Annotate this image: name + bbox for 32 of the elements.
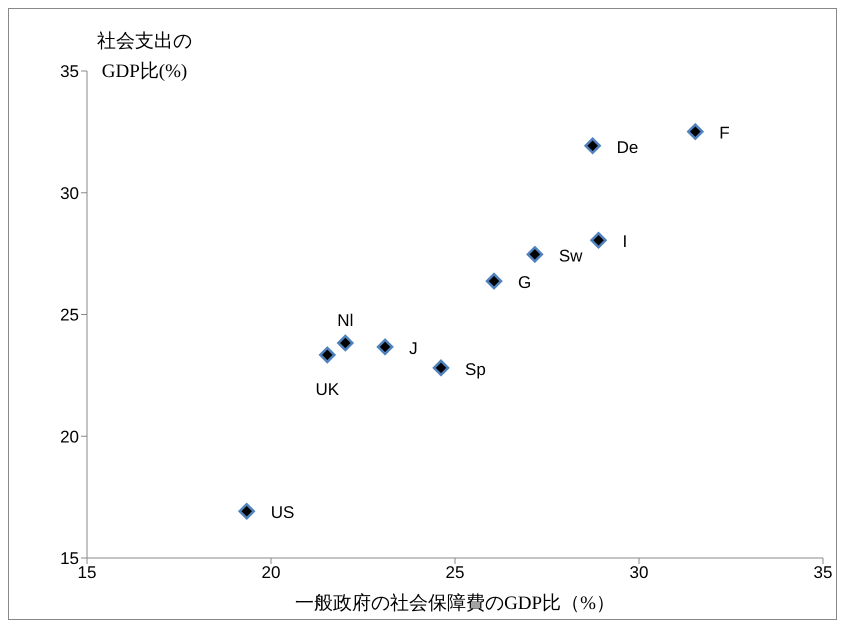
point: [584, 138, 601, 154]
annotation: Sw: [558, 246, 584, 266]
annotation: Sp: [465, 360, 486, 379]
y-tick-label: 30: [60, 184, 79, 203]
point: [687, 123, 704, 140]
y-axis-title: 社会支出の GDP比(%): [97, 30, 192, 84]
annotation: Nl: [337, 310, 354, 330]
annotation: J: [409, 338, 418, 358]
annotation: F: [719, 124, 730, 143]
point: [432, 360, 450, 376]
point: [319, 346, 336, 364]
point: [486, 272, 502, 290]
x-tick-label: 20: [262, 563, 280, 582]
x-tick-label: 15: [78, 563, 96, 582]
point: [238, 503, 255, 520]
annotation: G: [518, 273, 532, 292]
x-axis-title: 一般政府の社会保障費のGDP比（%）: [295, 592, 615, 614]
point: [590, 232, 607, 248]
annotation: De: [616, 138, 638, 157]
y-tick-label: 25: [60, 306, 79, 325]
y-tick-label: 15: [60, 549, 79, 568]
annotation: UK: [315, 380, 340, 399]
x-tick-label: 25: [446, 563, 464, 582]
point: [337, 334, 354, 352]
annotation: US: [270, 503, 294, 522]
y-tick-label: 35: [60, 62, 79, 82]
point: [376, 338, 394, 356]
point: [526, 246, 544, 263]
annotation: I: [622, 232, 628, 252]
x-tick-label: 30: [630, 563, 648, 582]
x-tick-label: 35: [814, 563, 832, 582]
y-tick-label: 20: [60, 427, 79, 446]
